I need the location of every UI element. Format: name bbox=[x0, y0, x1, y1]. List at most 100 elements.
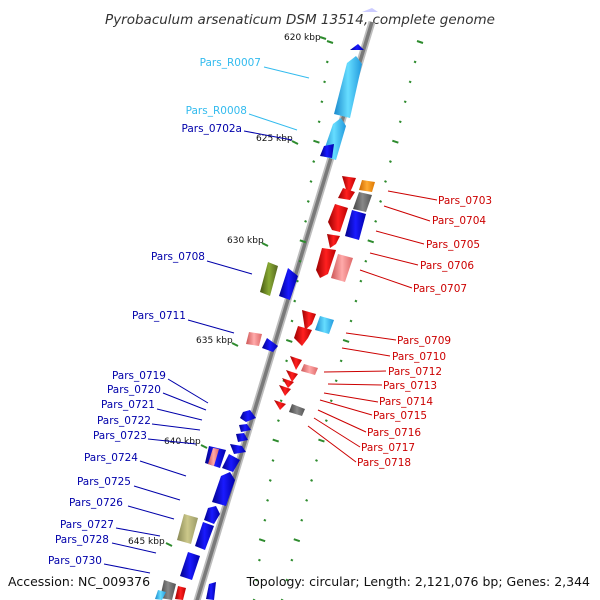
scale-tick bbox=[257, 558, 261, 562]
gene-label[interactable]: Pars_0708 bbox=[151, 251, 205, 263]
scale-tick bbox=[354, 299, 358, 303]
gene-feature bbox=[316, 248, 336, 278]
scale-tick bbox=[320, 100, 324, 104]
gene-label[interactable]: Pars_0703 bbox=[438, 195, 492, 207]
scale-tick bbox=[258, 538, 266, 543]
scale-tick bbox=[272, 438, 280, 443]
gene-feature bbox=[289, 404, 305, 416]
gene-label[interactable]: Pars_0715 bbox=[373, 410, 427, 422]
scale-tick bbox=[329, 399, 333, 403]
scale-tick bbox=[349, 319, 353, 323]
gene-label[interactable]: Pars_0712 bbox=[388, 366, 442, 378]
scale-tick bbox=[317, 120, 321, 124]
scale-tick bbox=[310, 479, 314, 482]
gene-label[interactable]: Pars_0730 bbox=[48, 555, 102, 567]
gene-label[interactable]: Pars_0707 bbox=[413, 283, 467, 295]
gene-label[interactable]: Pars_R0008 bbox=[186, 105, 247, 117]
scale-tick bbox=[325, 60, 329, 64]
gene-label[interactable]: Pars_0716 bbox=[367, 427, 421, 439]
scale-tick bbox=[374, 219, 378, 223]
gene-features bbox=[155, 44, 375, 600]
gene-label[interactable]: Pars_0727 bbox=[60, 519, 114, 531]
gene-feature bbox=[338, 188, 355, 200]
scale-tick bbox=[326, 40, 334, 44]
gene-feature bbox=[212, 472, 235, 506]
gene-feature bbox=[208, 448, 219, 466]
gene-feature bbox=[240, 410, 256, 422]
kbp-label-625: 625 kbp bbox=[256, 134, 293, 144]
scale-tick bbox=[309, 180, 313, 183]
scale-tick bbox=[384, 180, 387, 183]
gene-label[interactable]: Pars_0713 bbox=[383, 380, 437, 392]
gene-label[interactable]: Pars_0714 bbox=[379, 396, 433, 408]
gene-feature bbox=[279, 385, 291, 396]
gene-feature bbox=[359, 180, 375, 192]
gene-feature bbox=[246, 332, 262, 346]
gene-feature bbox=[274, 400, 286, 410]
scale-tick bbox=[306, 200, 310, 203]
scale-tick bbox=[359, 279, 363, 283]
scale-tick bbox=[276, 419, 280, 423]
scale-tick bbox=[299, 239, 307, 244]
scale-tick bbox=[255, 578, 259, 582]
gene-feature bbox=[236, 433, 248, 442]
gene-label[interactable]: Pars_0711 bbox=[132, 310, 186, 322]
gene-label[interactable]: Pars_0725 bbox=[77, 476, 131, 488]
genome-backbone bbox=[193, 8, 378, 600]
scale-tick bbox=[339, 359, 343, 363]
gene-label[interactable]: Pars_0702a bbox=[182, 123, 243, 135]
scale-tick bbox=[285, 359, 289, 363]
kbp-label-640: 640 kbp bbox=[164, 437, 201, 447]
gene-feature bbox=[239, 424, 251, 432]
gene-label[interactable]: Pars_0721 bbox=[101, 399, 155, 411]
gene-feature bbox=[175, 586, 186, 600]
gene-label[interactable]: Pars_R0007 bbox=[200, 57, 261, 69]
gene-feature bbox=[327, 234, 340, 248]
gene-feature bbox=[206, 582, 216, 600]
scale-tick bbox=[293, 299, 297, 303]
kbp-label-645: 645 kbp bbox=[128, 537, 165, 547]
gene-label[interactable]: Pars_0726 bbox=[69, 497, 123, 509]
gene-feature bbox=[294, 326, 312, 346]
gene-label[interactable]: Pars_0719 bbox=[112, 370, 166, 382]
leader-lines bbox=[103, 66, 438, 574]
scale-tick bbox=[413, 60, 417, 64]
gene-label[interactable]: Pars_0718 bbox=[357, 457, 411, 469]
kbp-label-630: 630 kbp bbox=[227, 236, 264, 246]
gene-label[interactable]: Pars_0724 bbox=[84, 452, 138, 464]
scale-tick bbox=[293, 538, 301, 543]
scale-tick bbox=[342, 338, 350, 343]
scale-tick bbox=[298, 259, 302, 263]
gene-feature bbox=[353, 192, 372, 212]
topology-summary: Topology: circular; Length: 2,121,076 bp… bbox=[246, 574, 590, 589]
kbp-label-635: 635 kbp bbox=[196, 336, 233, 346]
gene-feature bbox=[342, 176, 356, 196]
gene-label[interactable]: Pars_0728 bbox=[55, 534, 109, 546]
gene-feature bbox=[222, 454, 240, 472]
gene-feature bbox=[345, 210, 366, 240]
gene-label[interactable]: Pars_0704 bbox=[432, 215, 486, 227]
right-gene-labels: Pars_0703 Pars_0704 Pars_0705 Pars_0706 … bbox=[357, 195, 492, 469]
kbp-labels: 620 kbp 625 kbp 630 kbp 635 kbp 640 kbp … bbox=[128, 33, 327, 547]
scale-tick bbox=[324, 419, 328, 423]
gene-label[interactable]: Pars_0709 bbox=[397, 335, 451, 347]
gene-label[interactable]: Pars_0706 bbox=[420, 260, 474, 272]
kbp-label-620: 620 kbp bbox=[284, 33, 321, 43]
scale-tick bbox=[392, 139, 399, 144]
gene-label[interactable]: Pars_0717 bbox=[361, 442, 415, 454]
gene-label[interactable]: Pars_0705 bbox=[426, 239, 480, 251]
gene-label[interactable]: Pars_0710 bbox=[392, 351, 446, 363]
scale-tick bbox=[388, 160, 392, 163]
scale-tick bbox=[290, 319, 294, 323]
gene-feature bbox=[302, 310, 316, 330]
gene-label[interactable]: Pars_0720 bbox=[107, 384, 161, 396]
scale-tick bbox=[263, 518, 267, 522]
gene-feature bbox=[230, 444, 246, 454]
scale-tick bbox=[379, 200, 383, 203]
gene-label[interactable]: Pars_0722 bbox=[97, 415, 151, 427]
gene-feature bbox=[260, 262, 278, 296]
gene-label[interactable]: Pars_0723 bbox=[93, 430, 147, 442]
scale-tick bbox=[300, 518, 304, 522]
gene-feature bbox=[331, 254, 353, 282]
scale-tick bbox=[364, 259, 368, 263]
